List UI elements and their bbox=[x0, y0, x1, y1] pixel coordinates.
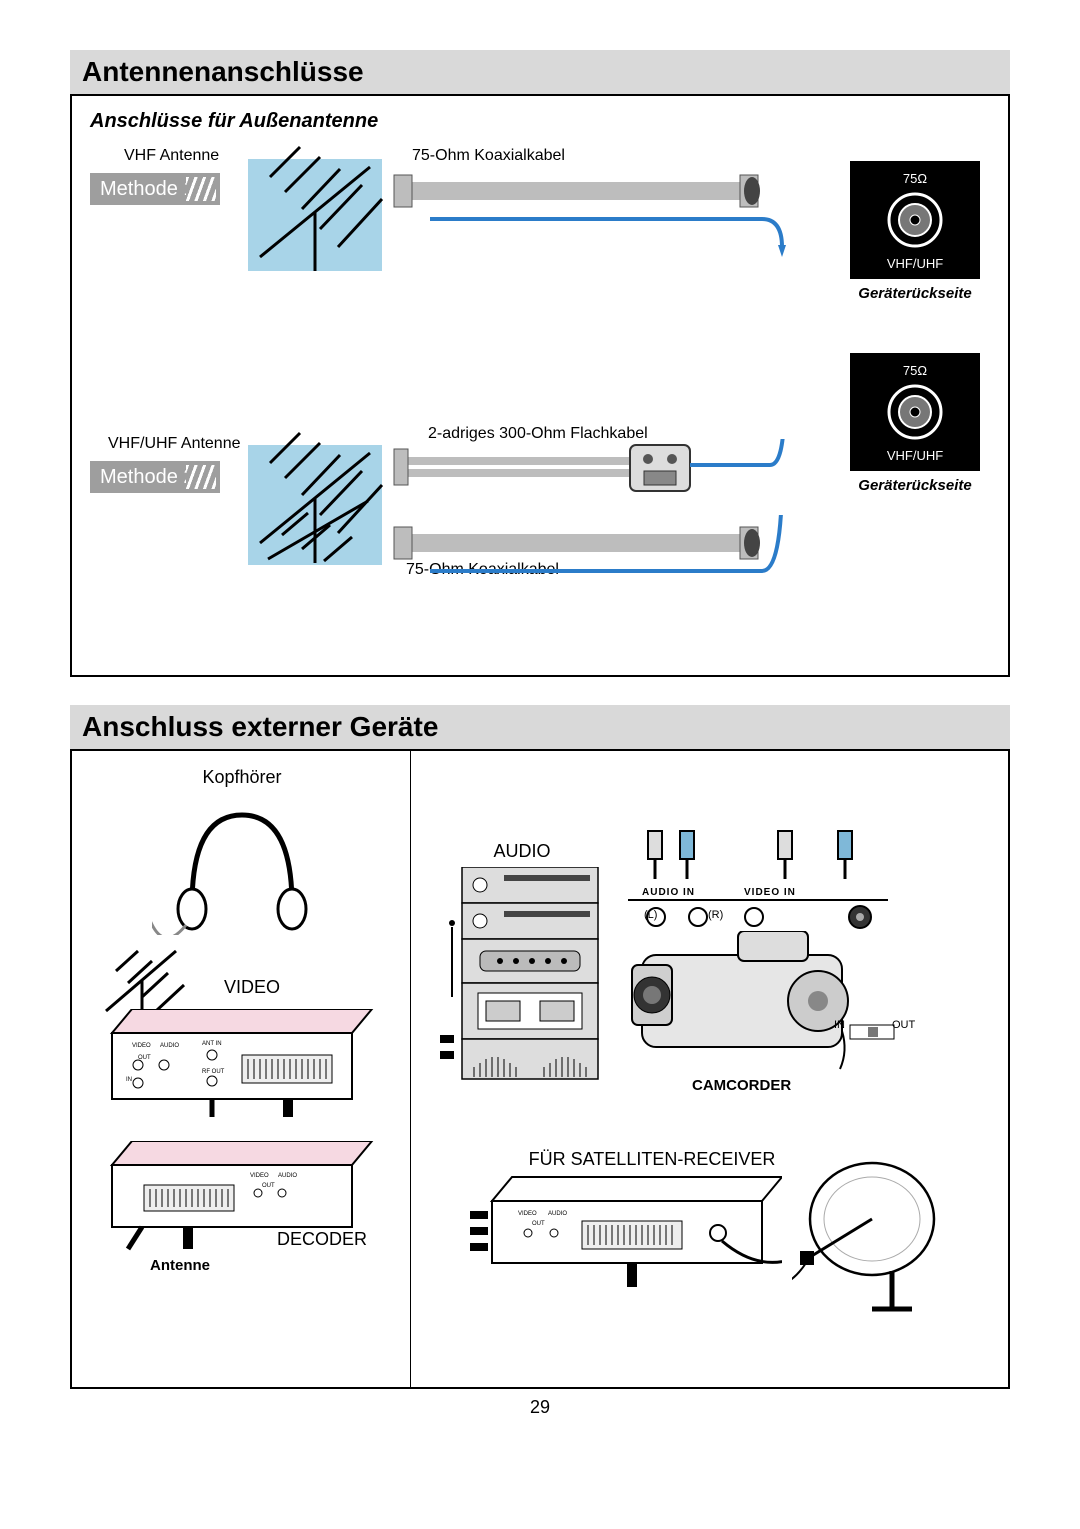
decoder-label: DECODER bbox=[262, 1229, 382, 1250]
satellite-dish-icon bbox=[792, 1149, 962, 1319]
section2-header: Anschluss externer Geräte bbox=[70, 705, 1010, 749]
coax-socket-icon-2 bbox=[885, 382, 945, 442]
svg-text:OUT: OUT bbox=[532, 1221, 545, 1227]
method-area: VHF Antenne Methode 1 75-Ohm Koaxialkabe… bbox=[90, 143, 990, 653]
coax-cable-2-icon bbox=[390, 515, 790, 615]
coax-cable-1-icon bbox=[390, 163, 790, 283]
svg-text:RF OUT: RF OUT bbox=[202, 1069, 225, 1075]
antenna-label: Antenne bbox=[150, 1257, 210, 1274]
svg-text:VIDEO: VIDEO bbox=[132, 1043, 151, 1049]
video-label: VIDEO bbox=[202, 977, 302, 998]
coax-socket-icon bbox=[885, 190, 945, 250]
jack-r-label: (R) bbox=[708, 909, 723, 921]
svg-text:AUDIO: AUDIO bbox=[160, 1043, 179, 1049]
method2-tag: Methode 2 bbox=[90, 461, 220, 493]
devices-divider bbox=[410, 751, 411, 1387]
svg-text:AUDIO: AUDIO bbox=[548, 1211, 567, 1217]
headphones-label: Kopfhörer bbox=[172, 767, 312, 788]
svg-text:IN: IN bbox=[126, 1077, 132, 1083]
section1-header: Antennenanschlüsse bbox=[70, 50, 1010, 94]
camcorder-icon bbox=[612, 931, 902, 1081]
ohm-label-1: 75Ω bbox=[854, 171, 976, 186]
audio-in-label: AUDIO IN bbox=[642, 887, 695, 898]
section1-box: Anschlüsse für Außenantenne VHF Antenne … bbox=[70, 94, 1010, 677]
svg-text:VIDEO: VIDEO bbox=[250, 1173, 269, 1179]
rear-caption-2: Geräterückseite bbox=[850, 477, 980, 494]
section1-subtitle: Anschlüsse für Außenantenne bbox=[90, 110, 990, 133]
ohm-label-2: 75Ω bbox=[854, 363, 976, 378]
svg-text:AUDIO: AUDIO bbox=[278, 1173, 297, 1179]
headphones-icon bbox=[152, 795, 332, 935]
page-number: 29 bbox=[70, 1397, 1010, 1418]
av-jack-row-icon bbox=[628, 899, 888, 933]
video-in-label: VIDEO IN bbox=[744, 887, 796, 898]
jack-l-label: (L) bbox=[644, 909, 657, 921]
socket-name-1: VHF/UHF bbox=[854, 256, 976, 271]
svg-text:VIDEO: VIDEO bbox=[518, 1211, 537, 1217]
flat-cable-icon bbox=[390, 439, 790, 519]
vhf-antenna-icon bbox=[230, 137, 400, 287]
rca-plugs-icon bbox=[638, 825, 868, 895]
vhfuhf-antenna-icon bbox=[230, 423, 400, 583]
rear-panel-1: 75Ω VHF/UHF Geräterückseite bbox=[850, 161, 980, 302]
vhf-uhf-antenna-label: VHF/UHF Antenne bbox=[108, 435, 241, 453]
io-in-label: IN bbox=[834, 1019, 845, 1031]
audio-label: AUDIO bbox=[472, 841, 572, 862]
svg-text:OUT: OUT bbox=[262, 1183, 275, 1189]
devices-box: Kopfhörer VIDEO VIDEO AUDIO bbox=[70, 749, 1010, 1389]
satellite-label: FÜR SATELLITEN-RECEIVER bbox=[502, 1149, 802, 1170]
rear-panel-2: 75Ω VHF/UHF Geräterückseite bbox=[850, 353, 980, 494]
svg-text:ANT IN: ANT IN bbox=[202, 1041, 222, 1047]
method1-tag: Methode 1 bbox=[90, 173, 220, 205]
rear-caption-1: Geräterückseite bbox=[850, 285, 980, 302]
socket-name-2: VHF/UHF bbox=[854, 448, 976, 463]
video-device-icon: VIDEOAUDIO OUT IN ANT IN RF OUT bbox=[102, 1009, 382, 1119]
vhf-antenna-label: VHF Antenne bbox=[124, 147, 219, 165]
camcorder-label: CAMCORDER bbox=[692, 1077, 791, 1094]
io-out-label: OUT bbox=[892, 1019, 915, 1031]
audio-stack-icon bbox=[440, 867, 620, 1097]
satellite-receiver-icon: VIDEO AUDIO OUT bbox=[462, 1175, 782, 1295]
